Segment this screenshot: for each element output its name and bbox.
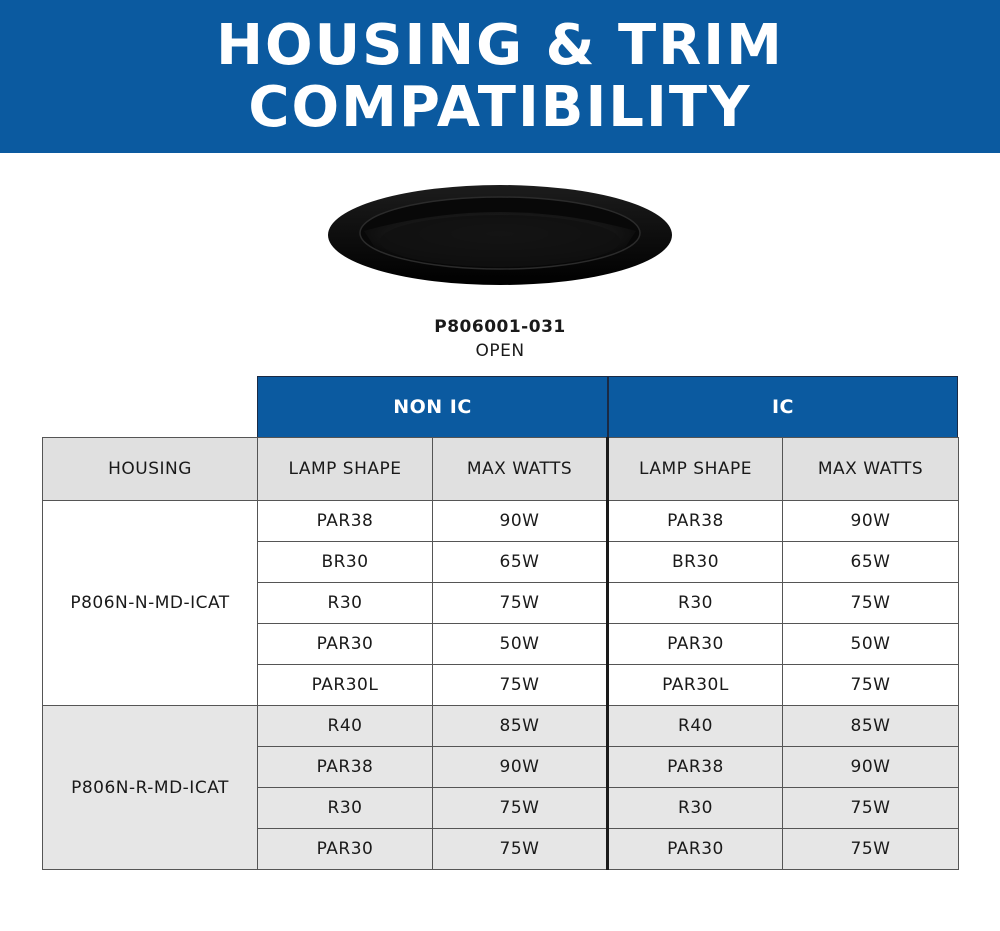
group-header-non-ic: NON IC bbox=[257, 376, 608, 438]
ic-lamp-shape-cell: PAR30 bbox=[606, 623, 783, 665]
nonic-lamp-shape-cell: PAR38 bbox=[257, 746, 433, 788]
nonic-lamp-shape-cell: R30 bbox=[257, 582, 433, 624]
header-row: HOUSING LAMP SHAPE MAX WATTS LAMP SHAPE … bbox=[42, 437, 959, 501]
ic-lamp-shape-cell: BR30 bbox=[606, 541, 783, 583]
nonic-max-watts-cell: 65W bbox=[432, 541, 608, 583]
ic-max-watts-cell: 75W bbox=[782, 828, 959, 870]
table-row: R30 75W R30 75W bbox=[43, 582, 959, 624]
nonic-max-watts-cell: 90W bbox=[432, 500, 608, 542]
compatibility-table: HOUSING LAMP SHAPE MAX WATTS LAMP SHAPE … bbox=[42, 437, 959, 870]
housing-header: HOUSING bbox=[42, 437, 258, 501]
ic-lamp-shape-header: LAMP SHAPE bbox=[606, 437, 783, 501]
ic-lamp-shape-cell: PAR38 bbox=[606, 746, 783, 788]
group-header-ic: IC bbox=[608, 376, 958, 438]
product-finish: OPEN bbox=[475, 341, 525, 361]
ic-lamp-shape-cell: R40 bbox=[606, 705, 783, 747]
nonic-max-watts-cell: 75W bbox=[432, 828, 608, 870]
ic-max-watts-cell: 75W bbox=[782, 787, 959, 829]
table-row: R30 75W R30 75W bbox=[43, 787, 959, 829]
nonic-max-watts-header: MAX WATTS bbox=[432, 437, 608, 501]
ic-max-watts-cell: 90W bbox=[782, 500, 959, 542]
table-row: PAR30 50W PAR30 50W bbox=[43, 623, 959, 665]
table-row: P806N-R-MD-ICAT R40 85W R40 85W bbox=[42, 705, 959, 870]
nonic-lamp-shape-cell: PAR30 bbox=[257, 828, 433, 870]
housing-cell: P806N-R-MD-ICAT bbox=[42, 705, 258, 870]
ic-max-watts-cell: 85W bbox=[782, 705, 959, 747]
ic-lamp-shape-cell: PAR30 bbox=[606, 828, 783, 870]
ic-lamp-shape-cell: R30 bbox=[606, 787, 783, 829]
nonic-max-watts-cell: 90W bbox=[432, 746, 608, 788]
ic-max-watts-cell: 50W bbox=[782, 623, 959, 665]
black-recessed-trim-image bbox=[328, 185, 672, 285]
product-code: P806001-031 bbox=[434, 317, 566, 337]
ic-max-watts-cell: 65W bbox=[782, 541, 959, 583]
table-row: P806N-N-MD-ICAT PAR38 90W PAR38 90W bbox=[42, 500, 959, 706]
table-row: PAR30 75W PAR30 75W bbox=[43, 828, 959, 870]
nonic-max-watts-cell: 75W bbox=[432, 582, 608, 624]
title-banner: HOUSING & TRIM COMPATIBILITY bbox=[0, 0, 1000, 153]
ic-lamp-shape-cell: PAR38 bbox=[606, 500, 783, 542]
nonic-max-watts-cell: 85W bbox=[432, 705, 608, 747]
ic-max-watts-header: MAX WATTS bbox=[782, 437, 959, 501]
nonic-max-watts-cell: 50W bbox=[432, 623, 608, 665]
nonic-lamp-shape-cell: PAR38 bbox=[257, 500, 433, 542]
title-line-1: HOUSING & TRIM bbox=[216, 12, 784, 78]
table-row: BR30 65W BR30 65W bbox=[43, 541, 959, 583]
housing-cell: P806N-N-MD-ICAT bbox=[42, 500, 258, 706]
nonic-lamp-shape-header: LAMP SHAPE bbox=[257, 437, 433, 501]
nonic-lamp-shape-cell: BR30 bbox=[257, 541, 433, 583]
nonic-lamp-shape-cell: R40 bbox=[257, 705, 433, 747]
ic-max-watts-cell: 75W bbox=[782, 664, 959, 706]
nonic-lamp-shape-cell: PAR30L bbox=[257, 664, 433, 706]
ic-max-watts-cell: 90W bbox=[782, 746, 959, 788]
nonic-max-watts-cell: 75W bbox=[432, 787, 608, 829]
nonic-max-watts-cell: 75W bbox=[432, 664, 608, 706]
table-row: PAR38 90W PAR38 90W bbox=[43, 746, 959, 788]
ic-max-watts-cell: 75W bbox=[782, 582, 959, 624]
ic-lamp-shape-cell: R30 bbox=[606, 582, 783, 624]
nonic-lamp-shape-cell: PAR30 bbox=[257, 623, 433, 665]
title-line-2: COMPATIBILITY bbox=[248, 74, 752, 140]
nonic-lamp-shape-cell: R30 bbox=[257, 787, 433, 829]
ic-lamp-shape-cell: PAR30L bbox=[606, 664, 783, 706]
